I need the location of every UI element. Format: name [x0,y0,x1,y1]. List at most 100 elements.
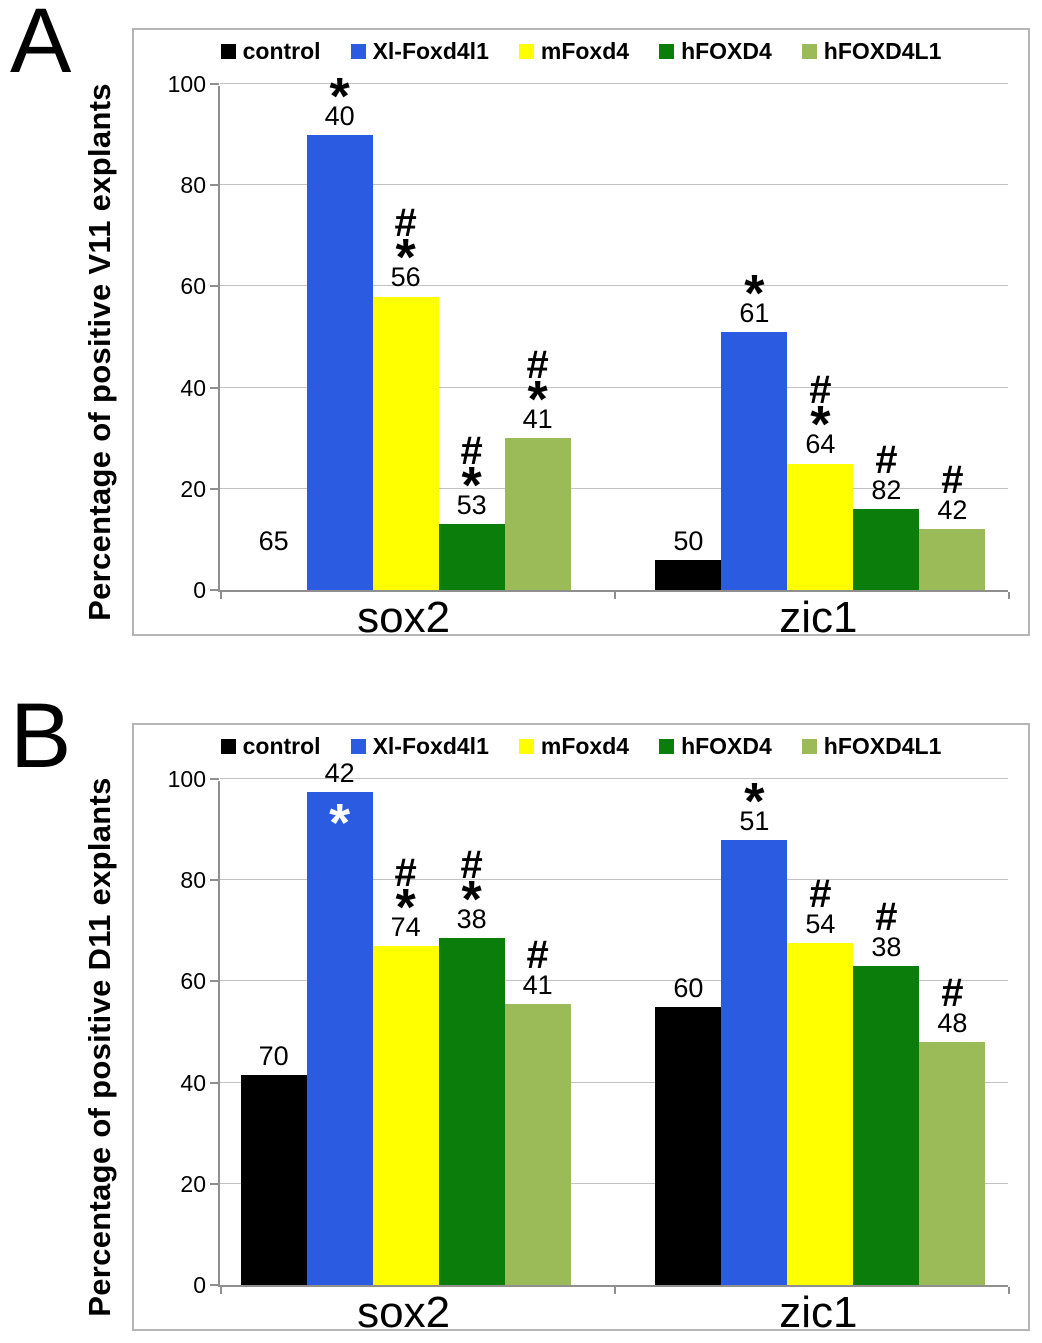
y-tick-label-60: 60 [180,273,206,300]
y-tick-label-80: 80 [180,867,206,894]
bar-n-label: 50 [673,525,704,556]
panel-a-letter: A [10,0,72,92]
legend-label-hfoxd4: hFOXD4 [681,733,772,759]
legend-label-hfoxd4l1: hFOXD4L1 [823,38,942,64]
x-tick-mark-1 [614,1287,616,1294]
y-tick-mark-80 [210,184,219,187]
legend-label-mfoxd4: mFoxd4 [540,733,630,759]
panel-a-y-axis-title: Percentage of positive V11 explants [82,83,117,621]
legend-label-xl-foxd4l1: Xl-Foxd4l1 [372,38,489,64]
bar-zic1-control [655,559,722,590]
bar-zic1-xl-foxd4l1 [721,839,788,1285]
significance-hash-icon: # [809,368,832,413]
control-swatch-icon [220,739,236,754]
bar-zic1-hfoxd4 [853,509,920,590]
significance-hash-icon: # [941,458,964,503]
y-tick-mark-40 [210,1081,219,1084]
bar-zic1-control [655,1006,722,1285]
legend-item-mfoxd4: mFoxd4 [518,40,629,63]
significance-hash-icon: # [460,429,483,474]
significance-star-icon: * [527,371,548,430]
significance-star-icon: * [744,772,765,831]
bar-n-label: 64 [805,429,836,460]
annotations-zic1-hfoxd4: #82 [816,440,956,506]
x-tick-mark-0 [220,592,222,599]
annotations-zic1-control: 60 [618,973,758,1004]
bar-n-label: 56 [390,262,421,293]
significance-star-icon: * [461,457,482,516]
y-tick-label-20: 20 [180,475,206,502]
gridline-100 [220,83,1008,84]
category-label-zic1: zic1 [779,1288,858,1337]
bar-n-label: 41 [522,970,553,1001]
y-tick-mark-100 [210,83,219,85]
gridline-80 [220,184,1008,186]
gridline-40 [220,1081,1008,1083]
bar-n-label: 51 [739,805,770,836]
y-tick-mark-60 [210,285,219,288]
hfoxd4l1-swatch-icon [801,44,817,59]
bar-n-label: 40 [324,100,355,131]
significance-star-white-icon: * [329,792,351,853]
legend-label-xl-foxd4l1: Xl-Foxd4l1 [372,733,489,759]
bar-n-label: 53 [456,490,487,521]
x-tick-mark-2 [1008,592,1010,599]
legend-label-hfoxd4l1: hFOXD4L1 [823,733,942,759]
hfoxd4-swatch-icon [659,739,675,754]
significance-hash-icon: # [460,843,483,888]
significance-hash-icon: # [875,438,898,482]
y-tick-mark-100 [210,778,219,780]
category-label-zic1: zic1 [779,593,858,642]
legend-item-hfoxd4l1: hFOXD4L1 [801,733,942,759]
bar-sox2-hfoxd4l1 [504,438,571,590]
significance-hash-icon: # [875,895,898,940]
y-tick-label-20: 20 [180,1170,206,1197]
significance-hash-icon: # [394,850,417,895]
gridline-40 [220,386,1008,388]
legend-item-xl-foxd4l1: Xl-Foxd4l1 [350,733,489,759]
gridline-20 [220,1182,1008,1184]
annotations-sox2-control: 70 [204,1041,344,1072]
bar-sox2-hfoxd4 [438,938,505,1285]
panel-a-plot: 0 20 40 60 80 100 65 * 40 # * 56 # * 53 # * 41 50 * 61 # * 64 #8… [168,71,1010,602]
x-tick-mark-1 [614,592,616,599]
y-tick-mark-40 [210,386,219,389]
bar-n-label: 42 [937,495,968,526]
significance-hash-icon: # [526,343,549,388]
bar-n-label: 54 [805,909,836,940]
gridline-80 [220,879,1008,881]
significance-star-icon: * [810,396,831,455]
y-tick-label-100: 100 [167,71,206,97]
category-label-sox2: sox2 [357,593,451,642]
annotations-sox2-mfoxd4: # * 56 [336,203,476,293]
y-tick-mark-20 [210,1182,219,1185]
bar-zic1-mfoxd4 [787,463,854,590]
annotations-sox2-hfoxd4: # * 38 [402,845,542,935]
hfoxd4-swatch-icon [659,44,675,59]
significance-star-icon: * [744,264,765,323]
y-tick-mark-60 [210,980,219,983]
legend-item-hfoxd4l1: hFOXD4L1 [801,38,942,64]
x-tick-mark-2 [1008,1287,1010,1294]
bar-n-label: 82 [871,475,902,505]
control-swatch-icon [220,44,236,59]
legend-item-hfoxd4: hFOXD4 [659,735,772,758]
significance-hash-icon: # [809,872,832,917]
gridline-100 [220,778,1008,779]
bar-sox2-xl-foxd4l1 [306,134,373,590]
legend-item-xl-foxd4l1: Xl-Foxd4l1 [350,38,489,64]
annotations-sox2-mfoxd4: # * 74 [336,853,476,943]
xl-foxd4l1-swatch-icon [350,44,366,59]
gridline-60 [220,285,1008,287]
panel-b-letter: B [10,685,72,787]
panel-b-category-axis: sox2 zic1 [218,1291,1008,1337]
annotations-sox2-hfoxd4l1: # * 41 [468,345,608,435]
panel-a-legend: control Xl-Foxd4l1 mFoxd4 hFOXD4 hFOXD4L1 [134,40,1028,63]
annotations-zic1-mfoxd4: # * 64 [750,370,890,460]
annotations-zic1-hfoxd4l1: #48 [882,973,1022,1039]
legend-item-control: control [220,40,321,63]
y-tick-label-0: 0 [193,577,206,603]
bar-n-label: 60 [673,972,704,1003]
gridline-20 [220,487,1008,489]
